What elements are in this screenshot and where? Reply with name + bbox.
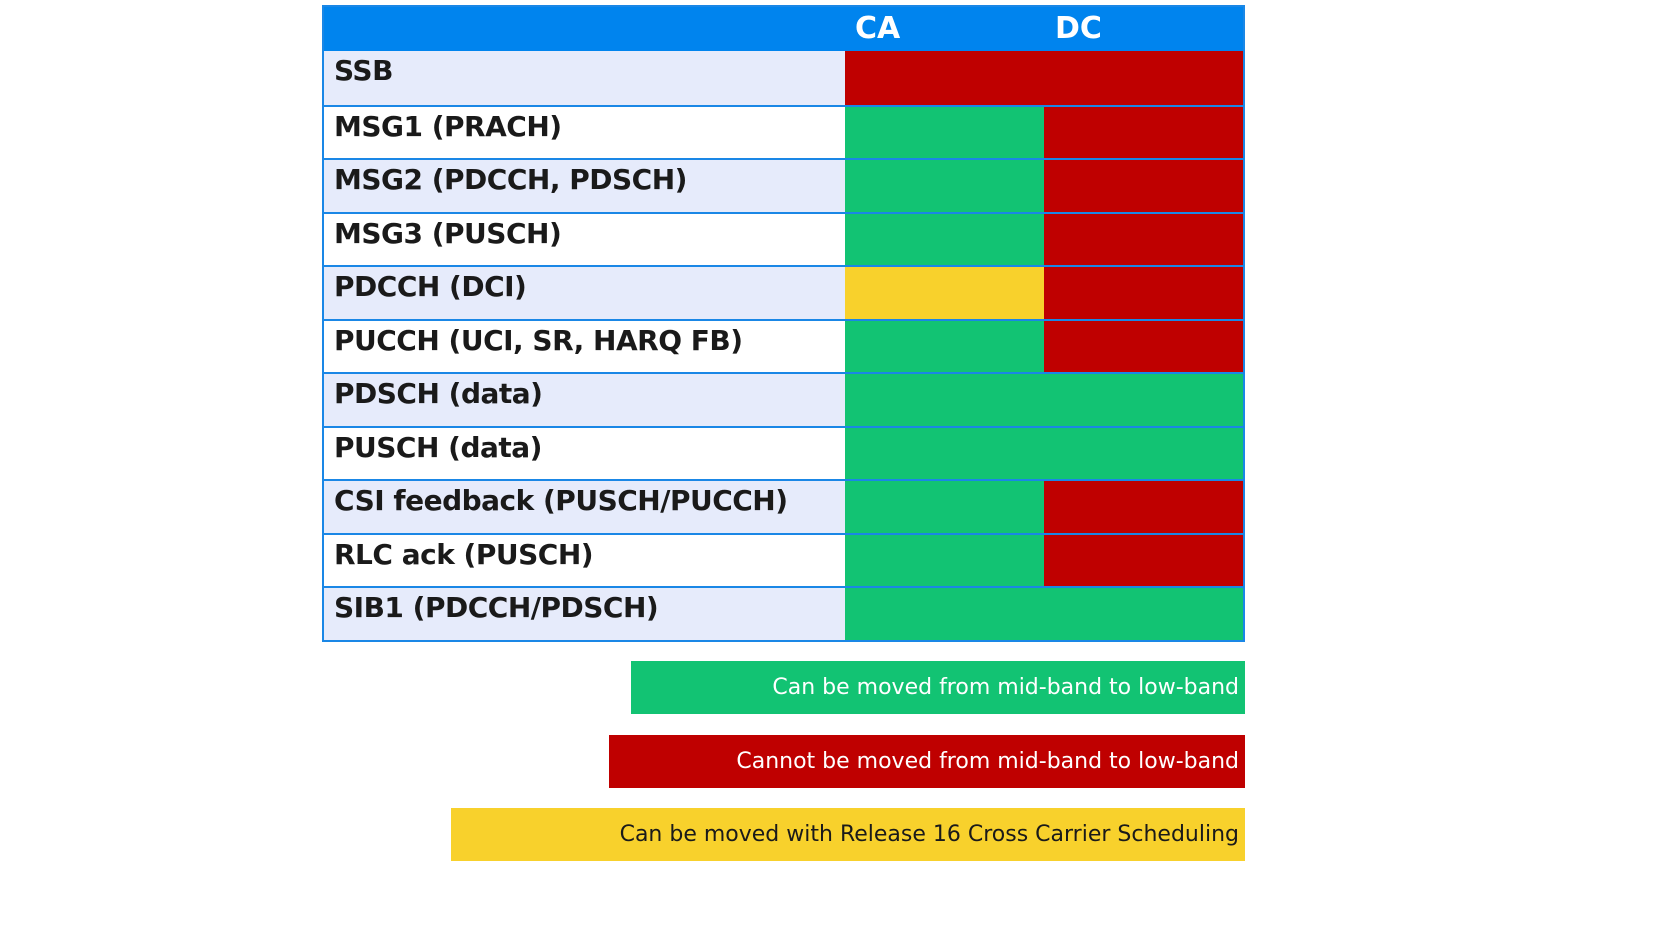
cell-ca-green bbox=[845, 481, 1044, 533]
legend-item-yellow: Can be moved with Release 16 Cross Carri… bbox=[451, 808, 1245, 861]
row-cells bbox=[845, 213, 1243, 265]
row-label: RLC ack (PUSCH) bbox=[324, 534, 845, 586]
row-cells bbox=[845, 160, 1243, 212]
cell-ca-dc-red bbox=[845, 51, 1243, 105]
row-cells bbox=[845, 267, 1243, 319]
row-label: SIB1 (PDCCH/PDSCH) bbox=[324, 588, 845, 640]
row-label: CSI feedback (PUSCH/PUCCH) bbox=[324, 481, 845, 533]
cell-dc-red bbox=[1044, 213, 1243, 265]
table-row: PUSCH (data) bbox=[324, 425, 1243, 479]
cell-dc-red bbox=[1044, 320, 1243, 372]
table-row: SSB bbox=[324, 51, 1243, 105]
column-header-dc: DC bbox=[1055, 11, 1102, 46]
table-row: CSI feedback (PUSCH/PUCCH) bbox=[324, 479, 1243, 533]
legend-item-red: Cannot be moved from mid-band to low-ban… bbox=[609, 735, 1245, 788]
channel-mapping-table: CA DC SSB MSG1 (PRACH) MSG2 (PDCCH, PDSCH)… bbox=[322, 5, 1245, 642]
row-cells bbox=[845, 588, 1243, 640]
row-cells bbox=[845, 534, 1243, 586]
table-row: MSG3 (PUSCH) bbox=[324, 211, 1243, 265]
row-cells bbox=[845, 106, 1243, 158]
cell-dc-red bbox=[1044, 534, 1243, 586]
table-row: RLC ack (PUSCH) bbox=[324, 532, 1243, 586]
row-label: MSG1 (PRACH) bbox=[324, 106, 845, 158]
cell-ca-dc-green bbox=[845, 588, 1243, 640]
row-label: SSB bbox=[324, 51, 845, 105]
cell-ca-dc-green bbox=[845, 427, 1243, 479]
table-row: MSG1 (PRACH) bbox=[324, 104, 1243, 158]
cell-dc-red bbox=[1044, 267, 1243, 319]
cell-dc-red bbox=[1044, 160, 1243, 212]
row-cells bbox=[845, 51, 1243, 105]
cell-ca-dc-green bbox=[845, 374, 1243, 426]
table-header: CA DC bbox=[324, 7, 1243, 51]
table-row: PDSCH (data) bbox=[324, 372, 1243, 426]
row-label: PUCCH (UCI, SR, HARQ FB) bbox=[324, 320, 845, 372]
row-label: MSG2 (PDCCH, PDSCH) bbox=[324, 160, 845, 212]
cell-dc-red bbox=[1044, 106, 1243, 158]
cell-ca-green bbox=[845, 106, 1044, 158]
row-label: MSG3 (PUSCH) bbox=[324, 213, 845, 265]
table-body: SSB MSG1 (PRACH) MSG2 (PDCCH, PDSCH) MSG3 (… bbox=[324, 51, 1243, 640]
row-cells bbox=[845, 427, 1243, 479]
cell-ca-green bbox=[845, 213, 1044, 265]
row-cells bbox=[845, 374, 1243, 426]
table-row: PUCCH (UCI, SR, HARQ FB) bbox=[324, 318, 1243, 372]
row-label: PUSCH (data) bbox=[324, 427, 845, 479]
legend-item-green: Can be moved from mid-band to low-band bbox=[631, 661, 1245, 714]
cell-ca-green bbox=[845, 160, 1044, 212]
cell-dc-red bbox=[1044, 481, 1243, 533]
column-header-ca: CA bbox=[855, 11, 901, 46]
table-row: MSG2 (PDCCH, PDSCH) bbox=[324, 158, 1243, 212]
row-cells bbox=[845, 320, 1243, 372]
row-label: PDSCH (data) bbox=[324, 374, 845, 426]
row-label: PDCCH (DCI) bbox=[324, 267, 845, 319]
cell-ca-green bbox=[845, 320, 1044, 372]
row-cells bbox=[845, 481, 1243, 533]
table-row: SIB1 (PDCCH/PDSCH) bbox=[324, 586, 1243, 640]
table-row: PDCCH (DCI) bbox=[324, 265, 1243, 319]
cell-ca-green bbox=[845, 534, 1044, 586]
cell-ca-yellow bbox=[845, 267, 1044, 319]
